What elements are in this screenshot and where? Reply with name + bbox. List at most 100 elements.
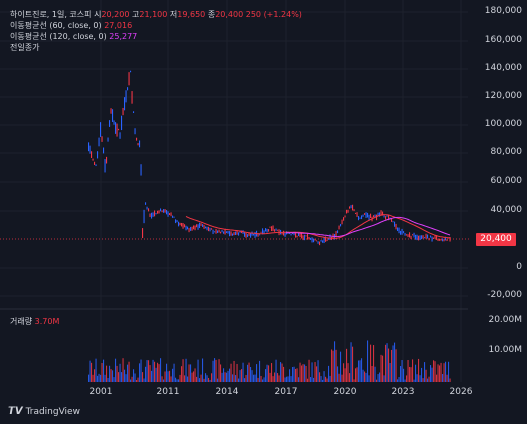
volume-bar	[341, 374, 343, 382]
volume-bar	[338, 373, 340, 382]
legend-ma120[interactable]: 이동평균선 (120, close, 0) 25,277	[10, 31, 302, 42]
volume-bar	[130, 379, 132, 382]
volume-bar	[157, 362, 159, 382]
price-tick-label: 100,000	[484, 119, 522, 129]
time-tick-label: 2020	[333, 387, 357, 397]
volume-bar	[331, 349, 333, 382]
volume-bar	[302, 364, 304, 382]
candle	[124, 97, 126, 111]
volume-bar	[427, 378, 429, 382]
legend-ma60[interactable]: 이동평균선 (60, close, 0) 27,016	[10, 20, 302, 31]
volume-bar	[335, 349, 337, 382]
volume-bar	[290, 376, 292, 382]
volume-bar	[298, 377, 300, 382]
ma120-line	[286, 216, 451, 238]
candle	[314, 238, 316, 241]
ma60-line	[185, 214, 451, 239]
candle	[221, 230, 223, 233]
volume-bar	[434, 361, 436, 382]
candle	[160, 208, 162, 212]
candle	[172, 215, 174, 218]
candle	[146, 206, 148, 210]
volume-bar	[398, 377, 400, 382]
candle	[352, 204, 354, 211]
volume-bar	[232, 374, 234, 382]
candle	[310, 237, 312, 240]
candle	[151, 212, 153, 219]
candle	[220, 231, 222, 234]
volume-bar	[326, 378, 328, 382]
volume-bar	[251, 370, 253, 382]
candle	[350, 205, 352, 209]
volume-bar	[277, 373, 279, 382]
volume-bar	[92, 374, 94, 382]
volume-bar	[89, 360, 91, 382]
chart-legend: 하이트진로, 1일, 코스피 시20,200 고21,100 저19,650 종…	[10, 9, 302, 53]
volume-bar	[265, 369, 267, 382]
volume-bar	[431, 367, 433, 382]
volume-bar	[110, 369, 112, 382]
volume-bar	[200, 374, 202, 382]
volume-bar	[169, 370, 171, 382]
candle	[254, 231, 256, 238]
candle	[224, 228, 226, 235]
volume-bar	[152, 359, 154, 382]
volume-bar	[116, 365, 118, 382]
volume-bar	[113, 377, 115, 382]
candle	[107, 137, 109, 142]
price-tick-label: -20,000	[487, 290, 522, 300]
volume-bar	[340, 351, 342, 382]
price-tick-label: 80,000	[490, 147, 523, 157]
volume-bar	[176, 379, 178, 382]
candle	[259, 234, 261, 236]
candle	[406, 234, 408, 236]
volume-bar	[172, 368, 174, 382]
volume-bar	[160, 358, 162, 382]
candle	[385, 216, 387, 220]
volume-bar	[322, 379, 324, 382]
volume-bar	[397, 379, 399, 382]
volume-bar	[208, 377, 210, 382]
volume-bar	[299, 362, 301, 382]
candle	[206, 226, 208, 231]
volume-bar	[139, 363, 141, 382]
time-tick-label: 2001	[89, 387, 113, 397]
candle	[412, 234, 414, 236]
candle	[377, 212, 379, 217]
candle	[304, 234, 306, 241]
candle	[355, 212, 357, 214]
candle	[265, 228, 267, 232]
volume-bar	[379, 372, 381, 382]
candle	[320, 239, 322, 242]
legend-prev-close[interactable]: 전일종가	[10, 42, 302, 53]
candle	[133, 111, 135, 114]
tradingview-logo[interactable]: 𝙏𝙑 TradingView	[8, 406, 80, 417]
candle	[169, 213, 171, 215]
volume-bar	[349, 373, 351, 382]
volume-bar	[235, 375, 237, 382]
candle	[281, 231, 283, 235]
volume-legend[interactable]: 거래량 3.70M	[10, 316, 59, 327]
volume-bar	[382, 355, 384, 382]
volume-bar	[422, 378, 424, 382]
candle	[157, 210, 159, 214]
volume-bar	[104, 374, 106, 382]
volume-bar	[415, 364, 417, 382]
candle	[413, 232, 415, 238]
candle	[118, 128, 120, 131]
candle	[263, 230, 265, 235]
volume-bar	[314, 362, 316, 382]
volume-bar	[269, 372, 271, 382]
candle	[113, 120, 115, 125]
volume-bar	[376, 379, 378, 382]
volume-bar	[91, 362, 93, 382]
candle	[208, 226, 210, 232]
candle	[319, 241, 321, 246]
volume-bar	[226, 372, 228, 382]
candle	[316, 240, 318, 242]
volume-bar	[167, 371, 169, 382]
candle	[245, 232, 247, 238]
volume-bar	[128, 361, 130, 382]
candle	[440, 239, 442, 241]
